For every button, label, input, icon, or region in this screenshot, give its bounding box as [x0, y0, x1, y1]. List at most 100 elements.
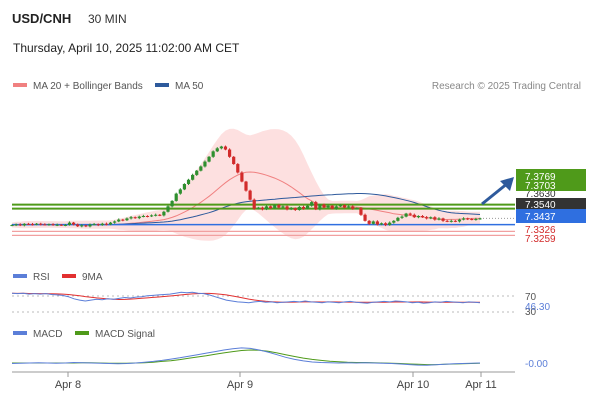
candle	[232, 156, 236, 165]
candle	[461, 217, 466, 221]
candle	[441, 217, 445, 222]
candle	[203, 160, 207, 168]
candle-body	[227, 149, 232, 157]
candle	[215, 147, 219, 153]
candle	[113, 220, 117, 224]
candle-body	[248, 190, 252, 200]
rsi-30-label: 30	[525, 307, 537, 318]
candle	[281, 205, 285, 209]
candle-body	[404, 213, 408, 217]
candle	[355, 207, 359, 210]
pivot-label-box	[516, 209, 586, 223]
candle-body	[363, 214, 367, 221]
candle	[383, 222, 388, 227]
candle-body	[338, 205, 343, 207]
candle	[191, 173, 195, 181]
macd-current-label: -0.00	[525, 359, 548, 370]
candle-body	[437, 218, 441, 220]
candle-body	[96, 224, 100, 226]
ma20-legend-label: MA 20 + Bollinger Bands	[33, 81, 143, 92]
candle	[10, 224, 14, 227]
timeframe-label: 30 MIN	[88, 12, 127, 26]
candle-body	[318, 204, 322, 210]
candle	[416, 215, 421, 219]
candle-body	[63, 224, 67, 226]
candle-body	[408, 213, 412, 215]
candle	[273, 204, 277, 209]
candle	[170, 200, 174, 208]
candle-body	[80, 225, 84, 227]
candle	[371, 220, 375, 225]
candle	[182, 183, 187, 191]
candle	[363, 213, 367, 222]
r1-label-box	[516, 169, 586, 183]
candle-body	[191, 174, 195, 180]
candle-body	[474, 219, 478, 221]
candle-body	[264, 206, 269, 210]
candle	[449, 219, 453, 223]
candle-body	[137, 216, 141, 219]
r2-label-box	[516, 180, 586, 191]
candle-body	[347, 206, 351, 208]
candle	[330, 205, 334, 210]
candle	[51, 223, 55, 226]
candle	[92, 222, 96, 226]
candle-body	[412, 214, 416, 218]
candle-body	[108, 222, 113, 225]
candle-body	[445, 220, 449, 222]
credit-label: Research © 2025 Trading Central	[432, 81, 581, 92]
candle	[310, 201, 314, 207]
candle-body	[232, 156, 236, 165]
candle	[174, 192, 178, 202]
candle	[338, 203, 343, 208]
candle-body	[281, 206, 285, 208]
candle	[88, 223, 92, 228]
candle-body	[305, 205, 310, 209]
candle-body	[158, 214, 162, 216]
datetime-label: Thursday, April 10, 2025 11:02:00 AM CET	[13, 41, 240, 55]
candle	[334, 205, 338, 210]
candle-body	[55, 224, 59, 226]
candle	[96, 223, 100, 227]
candle-body	[470, 219, 474, 221]
candle	[22, 223, 26, 227]
candle	[470, 218, 474, 221]
candle	[277, 203, 281, 209]
rsi-current-label: 46.30	[525, 302, 550, 313]
candle-body	[416, 216, 421, 218]
candle	[297, 205, 301, 211]
r1-label: 7.3769	[525, 172, 556, 183]
candle	[269, 205, 273, 210]
candle	[388, 221, 392, 226]
candle-body	[35, 223, 39, 225]
candle-body	[51, 224, 55, 226]
candle-body	[400, 216, 404, 218]
hidden-level-label: 7.3630	[525, 189, 556, 200]
candle-body	[449, 220, 453, 222]
candle-body	[330, 205, 334, 209]
candle	[301, 205, 306, 210]
candle-body	[351, 206, 355, 209]
candle-body	[466, 218, 470, 220]
candle	[404, 212, 408, 218]
candle	[342, 204, 347, 209]
candle-body	[322, 204, 326, 208]
candle-body	[277, 205, 281, 208]
candle	[30, 222, 35, 226]
candle	[35, 223, 39, 226]
candle-body	[256, 207, 260, 209]
candle-body	[310, 202, 314, 206]
candle-body	[453, 220, 457, 222]
candle	[223, 145, 228, 151]
candle-body	[199, 166, 203, 171]
x-tick-label: Apr 8	[55, 379, 81, 391]
candle-body	[186, 179, 191, 184]
candle	[351, 205, 355, 210]
candle-body	[273, 205, 277, 209]
candle	[141, 214, 145, 218]
candle	[466, 217, 470, 221]
r2-label: 7.3703	[525, 181, 556, 192]
candle	[195, 169, 199, 176]
candle	[326, 204, 330, 209]
